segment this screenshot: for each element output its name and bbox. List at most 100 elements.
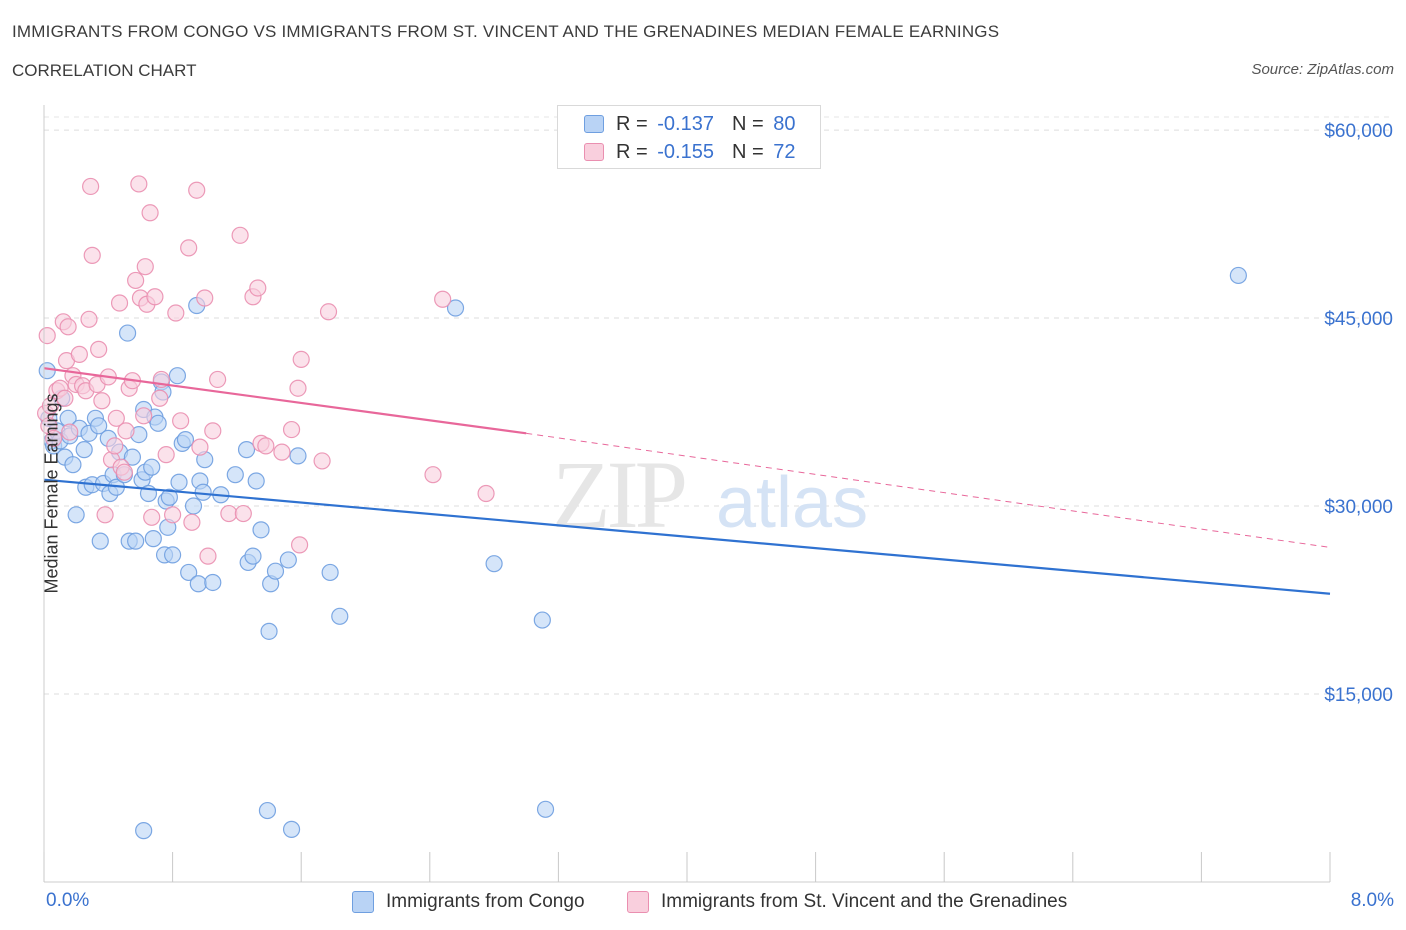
congo-point (149, 414, 167, 432)
stvincent-point (141, 204, 159, 222)
stvincent-point (143, 508, 161, 526)
stvincent-point (80, 310, 98, 328)
stvincent-point (117, 422, 135, 440)
x-tick-label-min: 0.0% (46, 890, 90, 911)
watermark: ZIP atlas (552, 441, 868, 548)
stvincent-point (172, 412, 190, 430)
stvincent-point (249, 279, 267, 297)
congo-point (446, 299, 465, 317)
congo-swatch (584, 115, 604, 133)
stvincent-point (96, 506, 114, 524)
watermark-atlas: atlas (716, 463, 868, 543)
congo-point (331, 607, 349, 625)
congo-point (536, 800, 555, 818)
y-axis-label: Median Female Earnings (41, 393, 62, 594)
stvincent-r-label: R = (616, 140, 654, 163)
legend-item-stvincent: Immigrants from St. Vincent and the Gren… (627, 889, 1067, 915)
congo-point (90, 417, 108, 435)
congo-r-value: -0.137 (657, 112, 714, 135)
stats-legend: R = -0.137 N = 80 R = -0.155 N = 72 (557, 105, 821, 169)
watermark-zip: ZIP (552, 441, 685, 548)
stvincent-point (110, 294, 129, 312)
stvincent-point (273, 443, 291, 461)
stvincent-point (61, 423, 79, 441)
congo-point (160, 488, 178, 506)
stvincent-point (289, 379, 307, 397)
congo-point (189, 575, 207, 593)
stvincent-point (167, 304, 185, 322)
congo-point (176, 431, 195, 449)
chart-title: IMMIGRANTS FROM CONGO VS IMMIGRANTS FROM… (12, 22, 1000, 41)
congo-point (282, 820, 301, 838)
congo-n-label: N = (731, 112, 770, 135)
congo-point (260, 622, 278, 640)
congo-point (252, 521, 270, 539)
stvincent-point (234, 504, 252, 523)
stvincent-point (164, 506, 182, 524)
congo-point (67, 506, 85, 524)
stvincent-point (93, 392, 111, 410)
congo-point (258, 801, 277, 820)
legend-stvincent-swatch (627, 891, 649, 913)
stvincent-point (151, 389, 169, 407)
stvincent-point (90, 340, 108, 358)
congo-point (321, 563, 339, 582)
stvincent-point (45, 429, 63, 447)
congo-point (180, 563, 198, 582)
stvincent-point (477, 484, 495, 503)
stvincent-point (135, 407, 153, 425)
congo-point (266, 562, 285, 580)
congo-point (184, 497, 203, 515)
congo-trend-line (43, 478, 1331, 595)
congo-point (118, 324, 137, 342)
congo-point (38, 362, 56, 380)
grid-layer (44, 116, 1392, 695)
y-tick-label: $15,000 (1324, 685, 1393, 706)
stvincent-point (257, 437, 275, 455)
congo-point (164, 546, 182, 564)
congo-point (170, 473, 188, 491)
stvincent-point (183, 513, 201, 531)
congo-point (91, 532, 109, 550)
source-label: Source: ZipAtlas.com (1251, 61, 1394, 78)
stvincent-point (231, 226, 249, 244)
y-tick-label: $45,000 (1324, 309, 1393, 330)
stvincent-point (82, 177, 100, 196)
stvincent-point (319, 303, 338, 321)
congo-point (204, 573, 222, 592)
stvincent-point (204, 422, 222, 440)
stvincent-point (157, 446, 175, 464)
stvincent-n-label: N = (731, 140, 770, 163)
congo-point (533, 611, 551, 629)
legend-congo-label: Immigrants from Congo (386, 891, 585, 912)
congo-r-label: R = (616, 112, 654, 135)
legend-congo-swatch (352, 891, 374, 913)
congo-point (64, 456, 82, 474)
congo-point (237, 441, 256, 459)
stvincent-point (434, 290, 452, 308)
congo-point (144, 530, 162, 548)
stats-row-congo: R = -0.137 N = 80 (584, 112, 795, 136)
y-tick-label: $30,000 (1324, 497, 1393, 518)
stvincent-point (290, 536, 309, 554)
stvincent-point (146, 288, 164, 306)
stvincent-point (38, 326, 56, 345)
x-tick-label-max: 8.0% (1350, 890, 1394, 911)
stvincent-point (292, 350, 310, 369)
stvincent-trend-line (43, 367, 527, 435)
stvincent-point (199, 547, 217, 565)
stvincent-point (107, 409, 125, 427)
stvincent-point (59, 318, 77, 336)
legend-item-congo: Immigrants from Congo (352, 889, 585, 915)
stvincent-n-value: 72 (773, 140, 796, 163)
axis-layer: $15,000 $30,000 $45,000 $60,000 (43, 105, 1393, 883)
stvincent-point (130, 175, 148, 193)
trend-layer (43, 367, 1331, 595)
congo-point (247, 472, 265, 490)
legend-stvincent-label: Immigrants from St. Vincent and the Gren… (661, 891, 1068, 912)
stvincent-point (106, 437, 124, 455)
stvincent-point (191, 438, 209, 456)
congo-point (75, 441, 93, 459)
stvincent-point (196, 289, 214, 307)
stvincent-point (41, 397, 60, 415)
